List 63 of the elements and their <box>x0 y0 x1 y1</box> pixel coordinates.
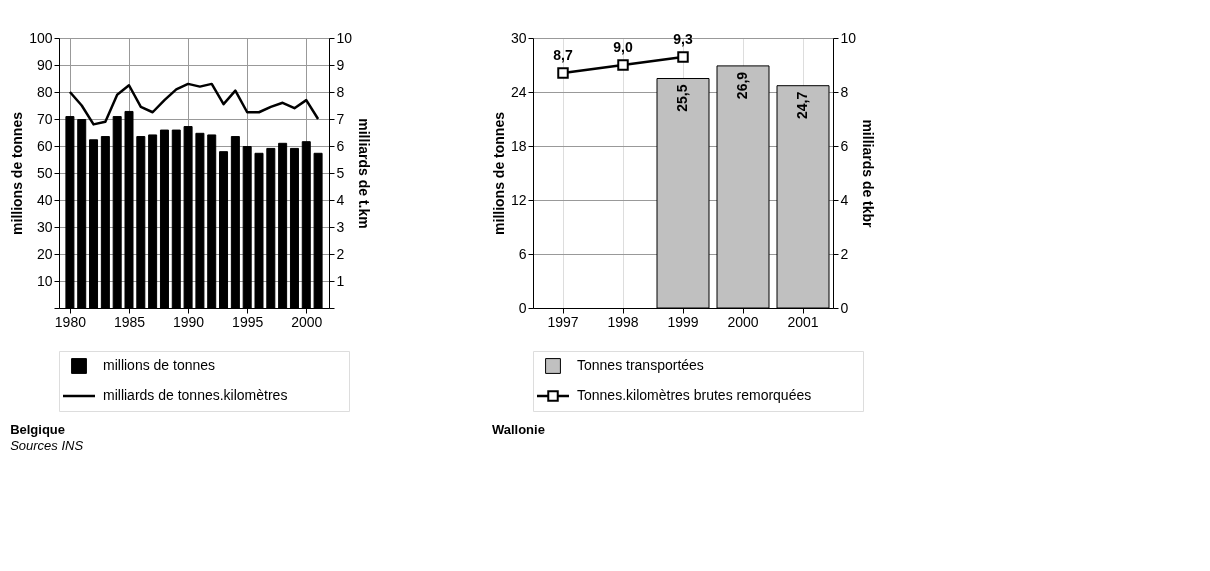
y-tick-label: 12 <box>510 191 527 208</box>
y2-tick-label: 0 <box>840 299 849 316</box>
x-tick-label: 1997 <box>547 313 579 330</box>
x-tick-label: 1980 <box>54 313 87 330</box>
y-tick-label: 30 <box>36 218 53 235</box>
y2-tick-label: 10 <box>336 29 353 46</box>
y2-tick-label: 2 <box>840 245 849 262</box>
y2-tick-label: 9 <box>336 56 345 73</box>
y-tick-label: 30 <box>510 29 527 46</box>
data-label: 9,3 <box>673 30 693 47</box>
y2-tick-label: 10 <box>840 29 857 46</box>
y-tick-label: 40 <box>36 191 53 208</box>
text: Wallonie <box>491 421 545 437</box>
y-tick-label: 80 <box>36 83 53 100</box>
y2-tick-label: 4 <box>840 191 849 208</box>
y-tick-label: 18 <box>510 137 527 154</box>
legend-label: millions de tonnes <box>103 357 216 373</box>
y2-tick-label: 5 <box>336 164 345 181</box>
y2-tick-label: 2 <box>336 245 345 262</box>
x-tick-label: 1995 <box>232 313 264 330</box>
x-tick-label: 1998 <box>607 313 639 330</box>
y-tick-label: 50 <box>36 164 53 181</box>
data-label: 26,9 <box>734 71 750 100</box>
legend-label: Tonnes transportées <box>577 357 704 373</box>
y-tick-label: 20 <box>36 245 53 262</box>
point <box>617 59 629 71</box>
data-label: 9,0 <box>613 39 633 55</box>
y-axis-title: millions de tonnes <box>490 111 507 235</box>
y-tick-label: 24 <box>510 83 527 100</box>
y2-axis-title: milliards de tkbr <box>860 119 877 229</box>
y-tick-label: 100 <box>29 29 53 46</box>
point <box>677 51 689 63</box>
x-tick-label: 2001 <box>787 313 819 330</box>
y2-tick-label: 6 <box>840 137 849 154</box>
y-tick-label: 0 <box>518 299 527 316</box>
y-tick-label: 60 <box>36 137 53 154</box>
y2-tick-label: 7 <box>336 110 345 127</box>
y2-tick-label: 1 <box>336 272 345 289</box>
y2-tick-label: 8 <box>336 83 345 100</box>
legend-label: Tonnes.kilomètres brutes remorquées <box>577 387 812 403</box>
y2-axis-title: milliards de t.km <box>356 118 373 229</box>
line-series <box>68 82 320 126</box>
x-tick-label: 1985 <box>113 313 146 330</box>
y-tick-label: 70 <box>36 110 53 127</box>
y-tick-label: 90 <box>36 56 53 73</box>
x-tick-label: 1990 <box>173 313 205 330</box>
data-label: 8,7 <box>553 47 573 64</box>
text: Belgique <box>10 421 66 437</box>
point <box>557 67 569 79</box>
x-tick-label: 2000 <box>291 313 323 330</box>
y2-tick-label: 4 <box>336 191 345 208</box>
data-label: 24,7 <box>794 91 810 119</box>
y2-tick-label: 6 <box>336 137 345 154</box>
legend-label: milliards de tonnes.kilomètres <box>103 387 288 403</box>
source-note: Sources INS <box>10 437 84 453</box>
x-tick-label: 2000 <box>727 313 759 330</box>
data-label: 25,5 <box>674 84 690 112</box>
y2-tick-label: 8 <box>840 83 849 100</box>
y-tick-label: 10 <box>36 272 53 289</box>
y2-tick-label: 3 <box>336 218 345 235</box>
y-axis-title: millions de tonnes <box>9 111 26 235</box>
x-tick-label: 1999 <box>667 313 699 330</box>
y-tick-label: 6 <box>518 245 527 262</box>
